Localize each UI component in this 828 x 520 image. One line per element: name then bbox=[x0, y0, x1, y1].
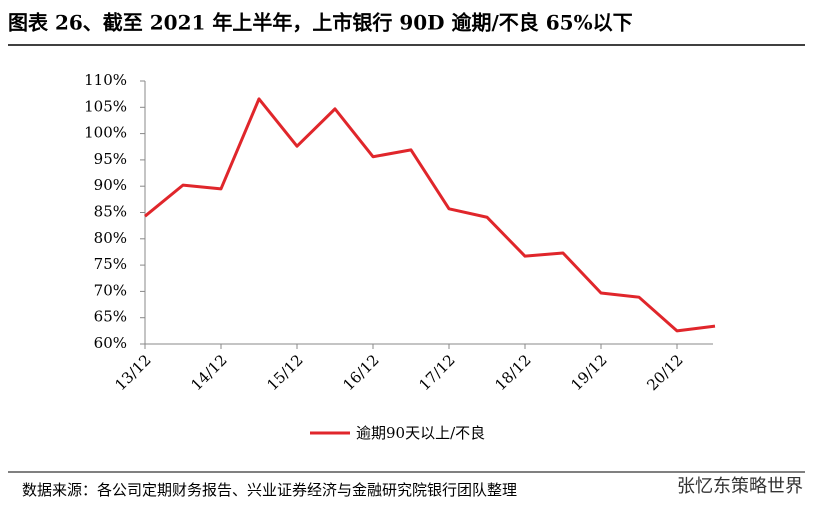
y-tick-label: 75% bbox=[94, 255, 127, 273]
data-line bbox=[144, 97, 716, 333]
y-tick-label: 85% bbox=[94, 203, 127, 221]
y-tick-label: 80% bbox=[94, 229, 127, 247]
x-tick-label: 20/12 bbox=[643, 351, 686, 394]
x-tick-label: 19/12 bbox=[567, 351, 610, 394]
x-tick-label: 13/12 bbox=[111, 351, 154, 394]
y-tick-label: 65% bbox=[94, 308, 127, 326]
x-tick-label: 18/12 bbox=[491, 351, 534, 394]
y-tick-label: 90% bbox=[94, 176, 127, 194]
x-tick-label: 14/12 bbox=[187, 351, 230, 394]
watermark: 张忆东策略世界 bbox=[677, 476, 803, 497]
source: 数据来源：各公司定期财务报告、兴业证券经济与金融研究院银行团队整理 bbox=[22, 481, 517, 499]
y-tick-label: 100% bbox=[84, 124, 127, 142]
y-tick-label: 60% bbox=[94, 334, 127, 352]
y-tick-label: 105% bbox=[84, 97, 127, 115]
y-tick-label: 70% bbox=[94, 281, 127, 299]
y-tick-label: 110% bbox=[84, 71, 127, 89]
x-tick-label: 15/12 bbox=[263, 351, 306, 394]
legend-label: 逾期90天以上/不良 bbox=[356, 424, 485, 442]
chart-title: 图表 26、截至 2021 年上半年，上市银行 90D 逾期/不良 65%以下 bbox=[8, 11, 633, 35]
y-tick-label: 95% bbox=[94, 150, 127, 168]
x-tick-label: 17/12 bbox=[415, 351, 458, 394]
x-tick-label: 16/12 bbox=[339, 351, 382, 394]
